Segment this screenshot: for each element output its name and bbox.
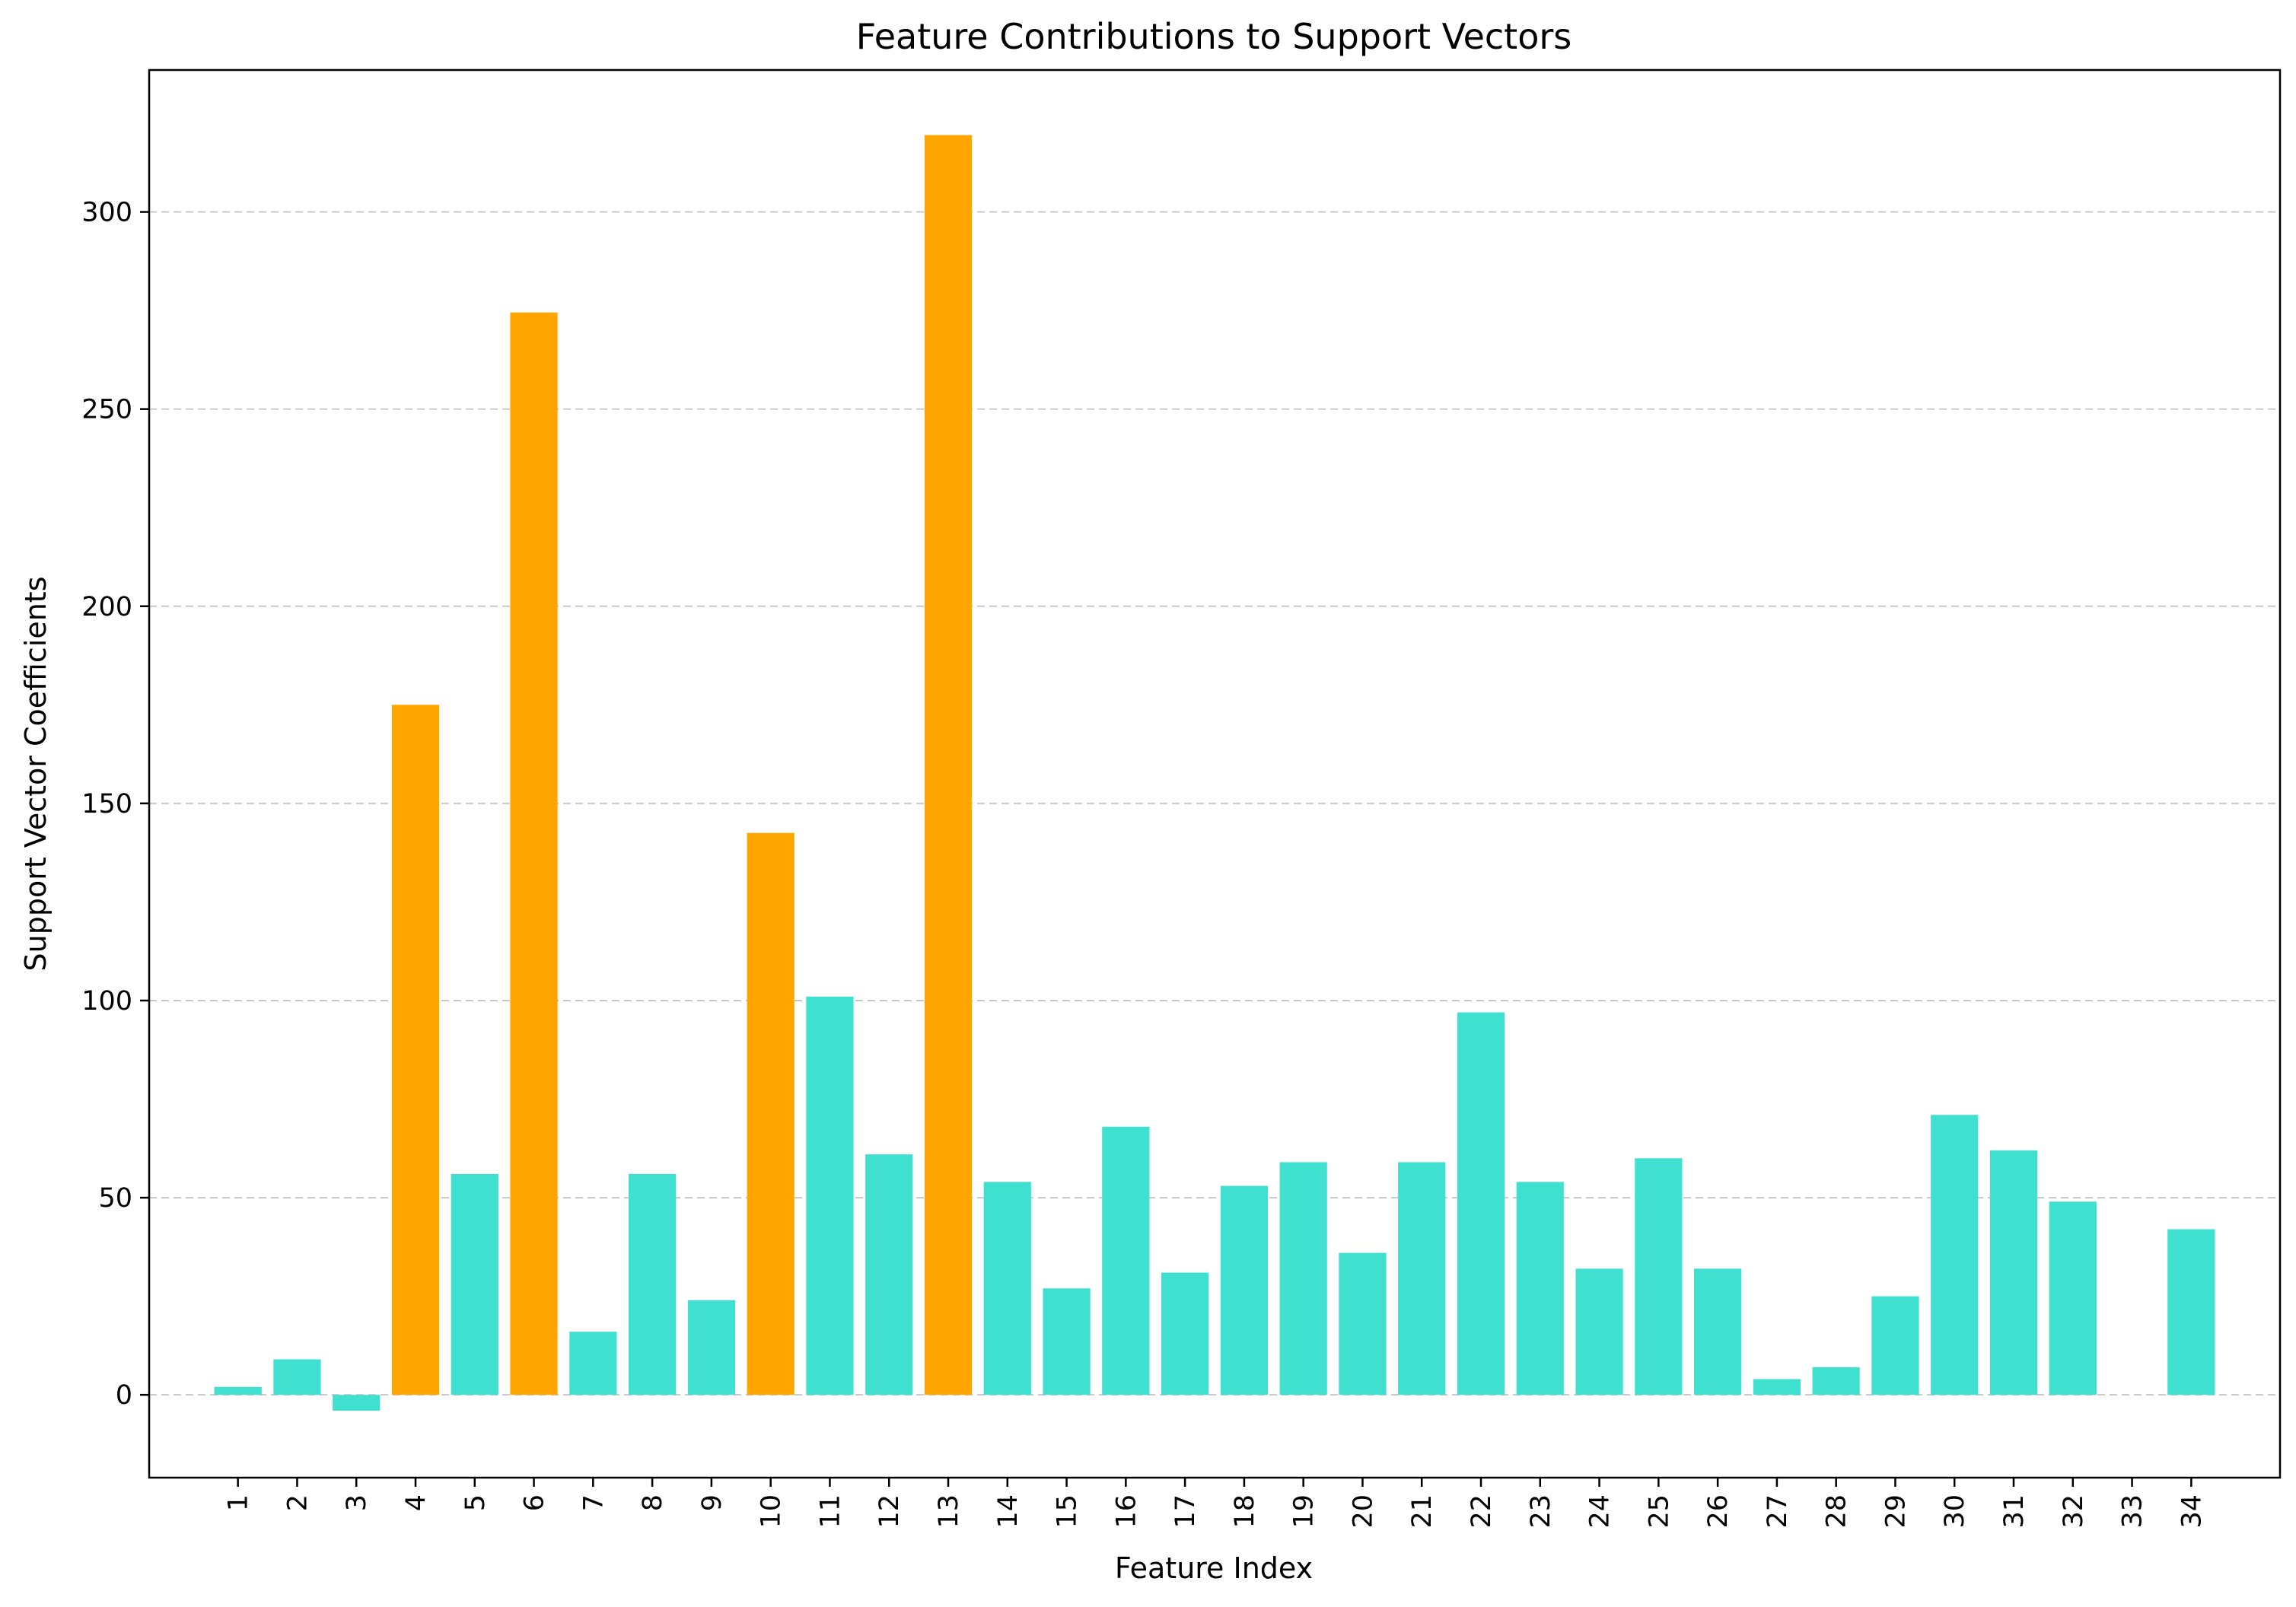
x-tick-label: 18	[1230, 1494, 1260, 1529]
bar-feature-7	[569, 1332, 617, 1395]
x-tick-label: 17	[1170, 1494, 1201, 1529]
x-tick-label: 16	[1111, 1494, 1142, 1529]
grid-lines	[149, 211, 2280, 1396]
bar-feature-27	[1753, 1379, 1801, 1395]
x-tick-label: 14	[993, 1494, 1024, 1529]
y-tick-label: 100	[81, 986, 132, 1017]
x-tick-label: 10	[756, 1494, 787, 1529]
bar-feature-25	[1635, 1158, 1683, 1395]
bar-feature-24	[1575, 1268, 1623, 1395]
y-tick-label: 200	[81, 592, 132, 622]
bar-feature-6	[510, 312, 558, 1395]
x-tick-label: 12	[874, 1494, 905, 1529]
bar-feature-30	[1931, 1115, 1979, 1395]
x-tick-label: 21	[1407, 1494, 1438, 1529]
x-tick-label: 33	[2118, 1494, 2148, 1529]
y-tick-label: 0	[116, 1380, 132, 1411]
bar-feature-11	[806, 996, 854, 1395]
bar-feature-5	[451, 1173, 498, 1395]
x-axis: 1 2 3 4 5 6 7 8 9 10 11 12 13 14 15 16 17 18 19 20 21 22 23 24 2…	[224, 1478, 2207, 1529]
bar-feature-21	[1398, 1162, 1446, 1395]
bar-feature-28	[1812, 1367, 1860, 1395]
x-tick-label: 32	[2059, 1494, 2089, 1529]
bar-feature-14	[983, 1182, 1031, 1395]
bar-feature-23	[1516, 1182, 1564, 1395]
y-tick-label: 50	[98, 1183, 132, 1214]
x-tick-label: 5	[460, 1494, 491, 1511]
y-tick-label: 300	[81, 198, 132, 228]
bar-feature-34	[2167, 1229, 2215, 1395]
y-axis-label: Support Vector Coefficients	[19, 577, 53, 972]
x-tick-label: 3	[342, 1494, 372, 1511]
x-tick-label: 7	[578, 1494, 609, 1511]
x-tick-label: 28	[1822, 1494, 1852, 1529]
x-tick-label: 29	[1880, 1494, 1911, 1529]
x-tick-label: 4	[401, 1494, 431, 1511]
x-tick-label: 23	[1526, 1494, 1556, 1529]
bar-feature-3	[333, 1395, 381, 1411]
x-tick-label: 2	[282, 1494, 313, 1511]
x-tick-label: 20	[1348, 1494, 1378, 1529]
x-tick-label: 27	[1763, 1494, 1793, 1529]
bar-feature-16	[1102, 1126, 1150, 1395]
x-tick-label: 19	[1289, 1494, 1320, 1529]
bar-feature-18	[1220, 1185, 1268, 1395]
x-tick-label: 13	[934, 1494, 964, 1529]
bar-feature-31	[1989, 1150, 2038, 1395]
bar-feature-9	[687, 1300, 735, 1395]
bar-feature-2	[273, 1359, 321, 1395]
bar-feature-12	[865, 1154, 913, 1395]
bars	[214, 135, 2215, 1411]
bar-feature-17	[1161, 1272, 1209, 1395]
x-tick-label: 26	[1703, 1494, 1734, 1529]
x-tick-label: 34	[2177, 1494, 2207, 1529]
x-tick-label: 25	[1644, 1494, 1674, 1529]
x-tick-label: 30	[1940, 1494, 1970, 1529]
bar-feature-29	[1871, 1296, 1919, 1395]
bar-feature-15	[1043, 1288, 1091, 1395]
x-tick-label: 6	[520, 1494, 550, 1511]
bar-feature-22	[1457, 1012, 1505, 1395]
bar-feature-20	[1339, 1252, 1387, 1395]
x-tick-label: 1	[224, 1494, 254, 1511]
x-tick-label: 22	[1466, 1494, 1497, 1529]
bar-feature-10	[747, 832, 795, 1395]
bar-feature-32	[2049, 1201, 2097, 1395]
x-tick-label: 15	[1052, 1494, 1083, 1529]
bar-feature-13	[924, 135, 973, 1395]
chart-title: Feature Contributions to Support Vectors	[856, 16, 1572, 57]
bar-feature-19	[1279, 1162, 1327, 1395]
bar-feature-1	[214, 1386, 262, 1395]
x-axis-label: Feature Index	[1115, 1551, 1313, 1585]
plot-frame	[148, 68, 2282, 1479]
bar-feature-4	[391, 705, 440, 1395]
x-tick-label: 24	[1585, 1494, 1616, 1529]
x-tick-label: 31	[1999, 1494, 2030, 1529]
y-tick-label: 250	[81, 395, 132, 425]
bar-feature-8	[629, 1173, 677, 1395]
y-axis: 0 50 100 150 200 250 300	[81, 198, 149, 1411]
y-tick-label: 150	[81, 789, 132, 819]
x-tick-label: 9	[697, 1494, 728, 1511]
bar-feature-26	[1694, 1268, 1742, 1395]
x-tick-label: 11	[815, 1494, 845, 1529]
x-tick-label: 8	[638, 1494, 668, 1511]
